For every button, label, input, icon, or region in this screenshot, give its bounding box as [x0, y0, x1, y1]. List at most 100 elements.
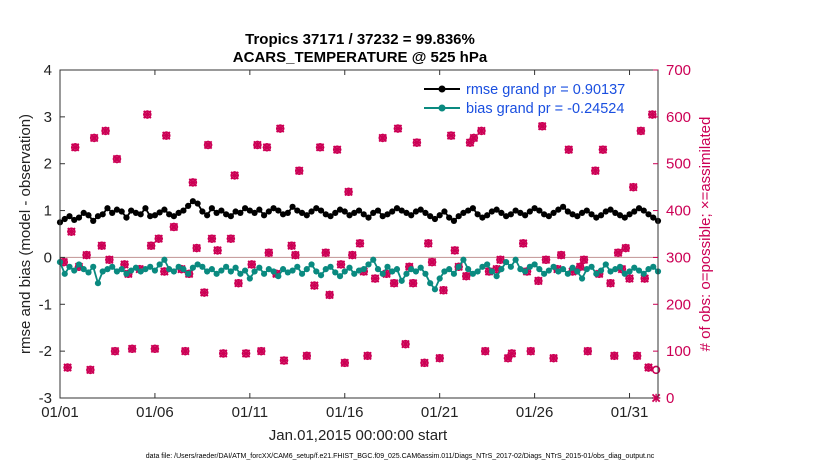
obs-assimilated-marker	[537, 121, 547, 131]
bias-point	[113, 268, 121, 275]
rmse-point	[109, 209, 116, 217]
rmse-point	[626, 211, 633, 218]
bias-point	[260, 270, 268, 277]
x-tick-label: 01/31	[611, 404, 649, 421]
rmse-point	[441, 208, 448, 215]
rmse-point	[279, 211, 287, 218]
legend-rmse-label: rmse grand pr = 0.90137	[466, 82, 625, 98]
obs-assimilated-marker	[162, 131, 171, 140]
bias-point	[332, 269, 339, 276]
obs-assimilated-marker	[207, 234, 217, 243]
rmse-point	[431, 215, 439, 223]
y-axis-left: -3 -2 -1 0 1 2 3 4	[39, 62, 65, 407]
bias-point	[412, 268, 420, 275]
obs-assimilated-marker	[424, 239, 433, 248]
bias-point	[512, 256, 519, 263]
bias-point	[180, 266, 187, 273]
legend: rmse grand pr = 0.90137 bias grand pr = …	[420, 75, 648, 117]
obs-assimilated-marker	[315, 143, 325, 152]
obs-assimilated-marker	[302, 351, 312, 361]
rmse-point	[365, 214, 372, 221]
bias-point	[374, 266, 382, 273]
obs-assimilated-marker	[378, 133, 387, 143]
rmse-point	[479, 214, 486, 221]
obs-assimilated-marker	[82, 250, 91, 260]
rmse-point	[541, 211, 548, 218]
bias-point	[128, 267, 135, 274]
rmse-point	[185, 202, 192, 209]
rmse-point	[393, 205, 401, 212]
obs-assimilated-marker	[169, 222, 179, 232]
bias-point	[479, 263, 486, 270]
obs-assimilated-marker	[264, 248, 274, 257]
obs-assimilated-marker	[625, 274, 634, 283]
bias-point	[427, 280, 434, 287]
rmse-point	[265, 208, 272, 215]
rmse-point	[555, 206, 562, 213]
bias-point	[265, 266, 272, 273]
rmse-point	[242, 205, 249, 212]
bias-point	[308, 261, 315, 268]
obs-assimilated-marker	[610, 351, 619, 361]
bias-point	[436, 275, 443, 282]
bias-point	[455, 263, 462, 270]
bias-point	[578, 275, 586, 282]
bias-point	[450, 270, 458, 277]
bias-point	[522, 268, 529, 275]
obs-assimilated-marker	[332, 145, 342, 154]
rmse-point	[246, 207, 253, 214]
bias-point	[61, 270, 68, 277]
obs-assimilated-marker	[439, 285, 448, 295]
bias-point	[185, 270, 192, 277]
rmse-point	[446, 214, 453, 221]
rmse-point	[616, 212, 624, 219]
bias-point	[270, 268, 277, 275]
obs-assimilated-marker	[294, 166, 304, 175]
y-axis-right: 0 100 200 300 400 500 600 700	[653, 62, 691, 407]
obs-assimilated-marker	[310, 281, 319, 290]
bias-point	[313, 268, 320, 275]
rmse-point	[578, 209, 586, 217]
obs-assimilated-marker	[200, 288, 209, 297]
bias-point	[194, 261, 201, 268]
y-right-tick-label: 300	[666, 249, 691, 266]
rmse-point	[465, 207, 472, 214]
rmse-point	[517, 209, 524, 217]
rmse-point	[588, 211, 595, 218]
rmse-point	[85, 212, 92, 219]
rmse-point	[417, 206, 424, 213]
obs-assimilated-marker	[247, 260, 256, 269]
bias-point	[389, 268, 396, 275]
y-left-tick-label: 2	[44, 156, 52, 173]
rmse-point	[507, 211, 514, 218]
rmse-point	[498, 209, 505, 217]
bias-point	[612, 266, 619, 273]
bias-point	[90, 263, 97, 270]
rmse-point	[322, 211, 329, 218]
bias-point	[218, 267, 225, 274]
rmse-point	[132, 209, 140, 217]
rmse-point	[71, 216, 78, 224]
obs-assimilated-marker	[355, 239, 365, 248]
bias-point	[166, 266, 173, 273]
rmse-point	[90, 217, 97, 224]
rmse-point	[360, 211, 367, 218]
rmse-point	[583, 207, 590, 214]
obs-assimilated-marker	[150, 344, 160, 354]
obs-assimilated-marker	[370, 274, 380, 283]
rmse-point	[602, 208, 609, 215]
bias-point	[204, 268, 211, 275]
bias-point	[355, 267, 363, 274]
y-right-tick-label: 600	[666, 109, 691, 126]
bias-point	[588, 263, 595, 270]
rmse-point	[422, 209, 429, 217]
bias-point	[488, 268, 495, 275]
obs-assimilated-marker	[518, 239, 528, 248]
bias-point	[298, 270, 306, 277]
bias-point	[346, 264, 353, 271]
rmse-point	[355, 207, 363, 214]
rmse-point	[213, 209, 220, 217]
bias-point	[379, 270, 386, 277]
rmse-point	[512, 207, 519, 214]
bias-point	[360, 266, 367, 273]
